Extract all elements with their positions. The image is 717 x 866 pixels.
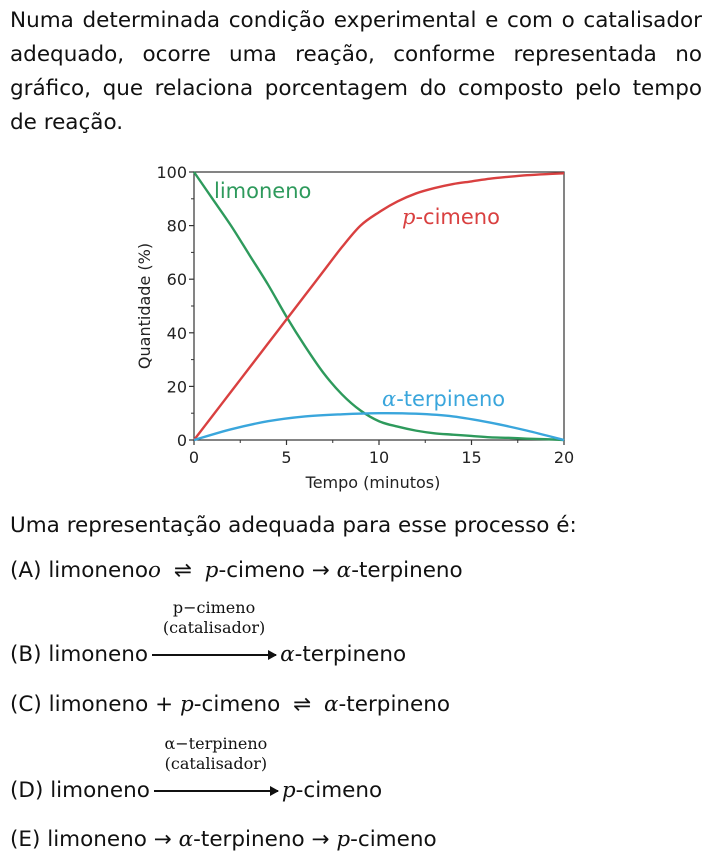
italic-o: o	[148, 558, 161, 583]
x-tick-label: 20	[554, 448, 574, 467]
intermediate: -terpineno	[193, 827, 305, 852]
option-letter: (E)	[10, 827, 41, 852]
product: -cimeno	[350, 827, 437, 852]
plus-symbol: +	[155, 692, 174, 717]
option-letter: (C)	[10, 692, 42, 717]
arrow-symbol: →	[311, 827, 330, 852]
reactant: limoneno	[48, 692, 149, 717]
series-label-0: limoneno	[214, 179, 311, 203]
option-b[interactable]: (B) limoneno p−cimeno (catalisador) α-te…	[10, 598, 407, 667]
option-e[interactable]: (E) limoneno → α-terpineno → p-cimeno	[10, 827, 437, 852]
product: -terpineno	[294, 642, 407, 667]
italic-p: p	[281, 778, 296, 803]
catalyst-arrow: p−cimeno (catalisador)	[148, 598, 280, 667]
x-tick-label: 10	[369, 448, 389, 467]
italic-p: p	[336, 827, 351, 852]
italic-alpha: α	[178, 827, 194, 852]
y-axis-label: Quantidade (%)	[135, 243, 154, 369]
prompt-text: Uma representação adequada para esse pro…	[10, 513, 577, 538]
option-d[interactable]: (D) limoneno α−terpineno (catalisador) p…	[10, 734, 383, 803]
equilibrium-symbol: ⇌	[173, 558, 192, 583]
question-text: Numa determinada condição experimental e…	[10, 8, 702, 135]
y-tick-label: 20	[167, 377, 187, 396]
italic-p: p	[180, 692, 194, 717]
product: -terpineno	[351, 558, 463, 583]
series-line-2	[193, 411, 565, 442]
chart-labels: limoneno p-cimeno α-terpineno	[214, 179, 505, 411]
arrow-line	[152, 650, 278, 660]
italic-alpha: α	[280, 642, 295, 667]
x-tick-label: 15	[461, 448, 481, 467]
italic-alpha: α	[336, 558, 352, 583]
arrow-label-catalyst: (catalisador)	[164, 754, 268, 773]
product: -terpineno	[338, 692, 451, 717]
y-tick-label: 100	[156, 163, 187, 182]
arrow-symbol: →	[311, 558, 330, 583]
reactant: -cimeno	[193, 692, 281, 717]
option-c[interactable]: (C) limoneno + p-cimeno ⇌ α-terpineno	[10, 692, 450, 717]
y-tick-label: 0	[177, 431, 187, 450]
x-tick-label: 5	[281, 448, 291, 467]
product: -cimeno	[218, 558, 305, 583]
arrow-label-catalyst: (catalisador)	[162, 618, 266, 637]
option-letter: (A)	[10, 558, 42, 583]
y-tick-label: 60	[167, 270, 187, 289]
y-tick-label: 40	[167, 324, 187, 343]
series-label-1: p-cimeno	[402, 205, 500, 229]
y-tick-label: 80	[167, 217, 187, 236]
italic-alpha: α	[324, 692, 339, 717]
x-axis-label: Tempo (minutos)	[305, 473, 441, 492]
series-line-1	[193, 172, 565, 441]
option-letter: (B)	[10, 642, 42, 667]
reactant: limoneno	[50, 778, 150, 803]
italic-p: p	[204, 558, 219, 583]
equilibrium-symbol: ⇌	[293, 692, 312, 717]
catalyst-arrow: α−terpineno (catalisador)	[150, 734, 282, 803]
arrow-label-top: p−cimeno	[172, 598, 256, 617]
series-line-0	[193, 171, 565, 442]
x-tick-label: 0	[189, 448, 199, 467]
arrow-line	[153, 786, 279, 796]
option-letter: (D)	[10, 778, 44, 803]
product: -cimeno	[295, 778, 383, 803]
arrow-label-top: α−terpineno	[164, 734, 268, 753]
chart-axes: 0 20 40 60 80 100 0 5 10 15 20 Tempo (minutos) Quant…	[135, 163, 574, 492]
reaction-chart: 0 20 40 60 80 100 0 5 10 15 20 Tempo (minutos) Quant…	[135, 163, 574, 492]
series-label-2: α-terpineno	[382, 387, 505, 411]
arrow-symbol: →	[153, 827, 172, 852]
reactant: limoneno	[48, 642, 149, 667]
reactant: limoneno	[47, 827, 147, 852]
reactant: limoneno	[48, 558, 149, 583]
chart-series	[193, 171, 565, 442]
option-a[interactable]: (A) limonenoo ⇌ p-cimeno → α-terpineno	[10, 558, 463, 583]
